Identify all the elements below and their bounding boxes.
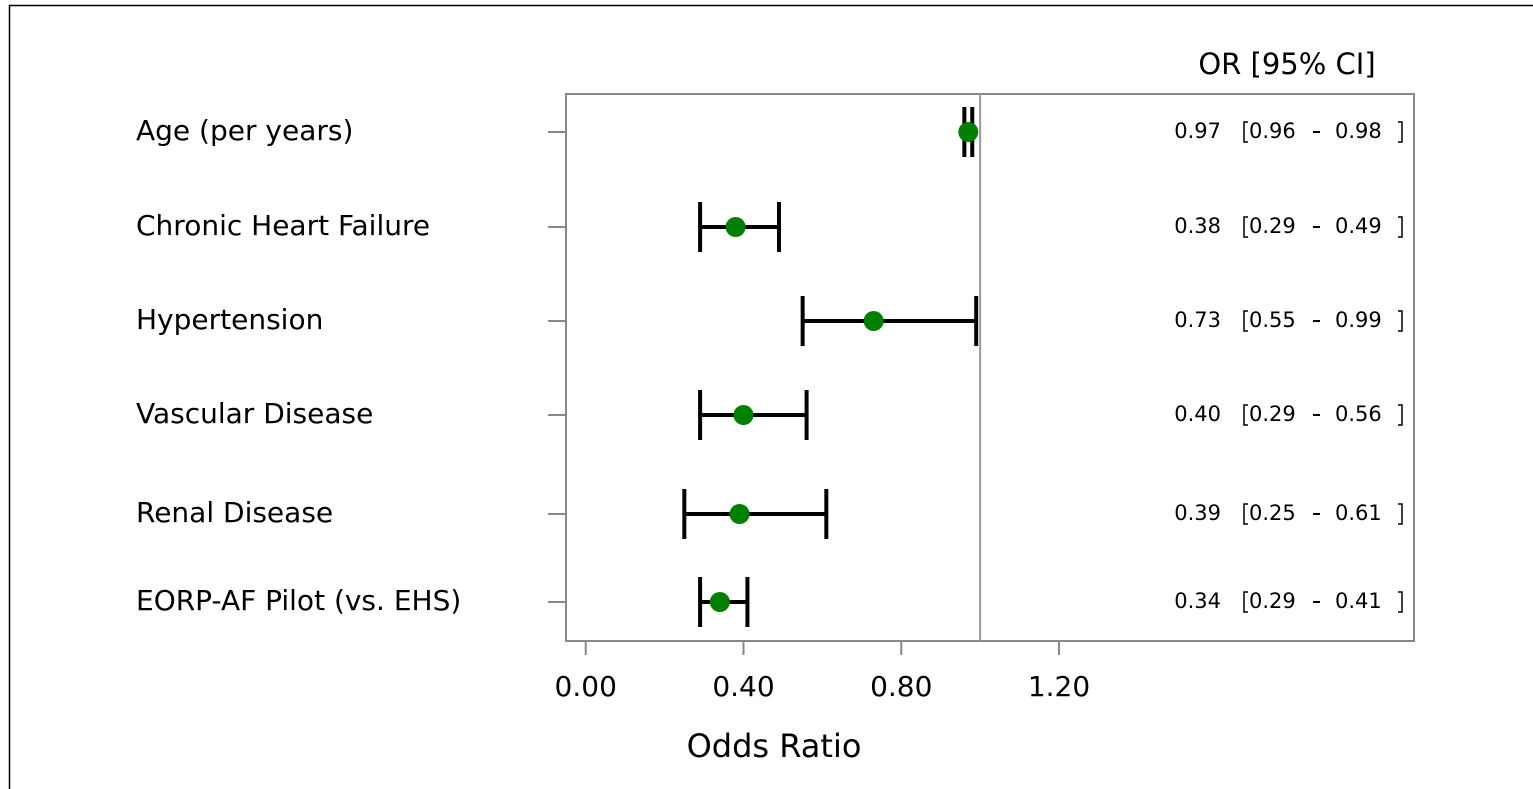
plot-frame — [565, 93, 1415, 642]
category-label: Chronic Heart Failure — [136, 209, 430, 242]
or-value: 0.97 — [1174, 119, 1221, 143]
or-value: 0.73 — [1174, 308, 1221, 332]
bracket — [1398, 591, 1403, 613]
or-value: 0.38 — [1174, 214, 1221, 238]
or-value: 0.39 — [1174, 501, 1221, 525]
x-tick-label: 0.40 — [712, 670, 774, 703]
bracket — [1398, 310, 1403, 332]
ci-lower: 0.96 — [1249, 119, 1296, 143]
ci-upper: 0.49 — [1335, 214, 1382, 238]
ci-upper: 0.98 — [1335, 119, 1382, 143]
ci-upper: 0.99 — [1335, 308, 1382, 332]
x-tick-label: 1.20 — [1028, 670, 1090, 703]
ci-upper: 0.56 — [1335, 402, 1382, 426]
bracket — [1243, 404, 1248, 426]
point-estimate — [725, 217, 746, 237]
bracket — [1398, 216, 1403, 238]
category-label: Vascular Disease — [136, 397, 373, 430]
ci-lower: 0.29 — [1249, 402, 1296, 426]
x-axis-label: Odds Ratio — [687, 727, 862, 765]
category-label: EORP-AF Pilot (vs. EHS) — [136, 584, 461, 617]
x-tick-label: 0.80 — [870, 670, 932, 703]
bracket — [1243, 310, 1248, 332]
chart-border — [8, 4, 1533, 789]
column-header: OR [95% CI] — [1198, 47, 1375, 81]
ci-upper: 0.41 — [1335, 589, 1382, 613]
category-label: Renal Disease — [136, 496, 333, 529]
bracket — [1398, 503, 1403, 525]
point-estimate — [958, 122, 979, 142]
ci-lower: 0.25 — [1249, 501, 1296, 525]
ci-lower: 0.29 — [1249, 589, 1296, 613]
ci-lower: 0.29 — [1249, 214, 1296, 238]
point-estimate — [709, 592, 730, 612]
ci-upper: 0.61 — [1335, 501, 1382, 525]
or-value: 0.34 — [1174, 589, 1221, 613]
bracket — [1243, 503, 1248, 525]
bracket — [1398, 121, 1403, 143]
bracket — [1398, 404, 1403, 426]
or-value: 0.40 — [1174, 402, 1221, 426]
point-estimate — [863, 311, 884, 331]
point-estimate — [733, 405, 754, 425]
bracket — [1243, 591, 1248, 613]
point-estimate — [729, 504, 750, 524]
category-label: Age (per years) — [136, 114, 353, 147]
category-label: Hypertension — [136, 303, 323, 336]
bracket — [1243, 216, 1248, 238]
ci-lower: 0.55 — [1249, 308, 1296, 332]
bracket — [1243, 121, 1248, 143]
x-tick-label: 0.00 — [555, 670, 617, 703]
